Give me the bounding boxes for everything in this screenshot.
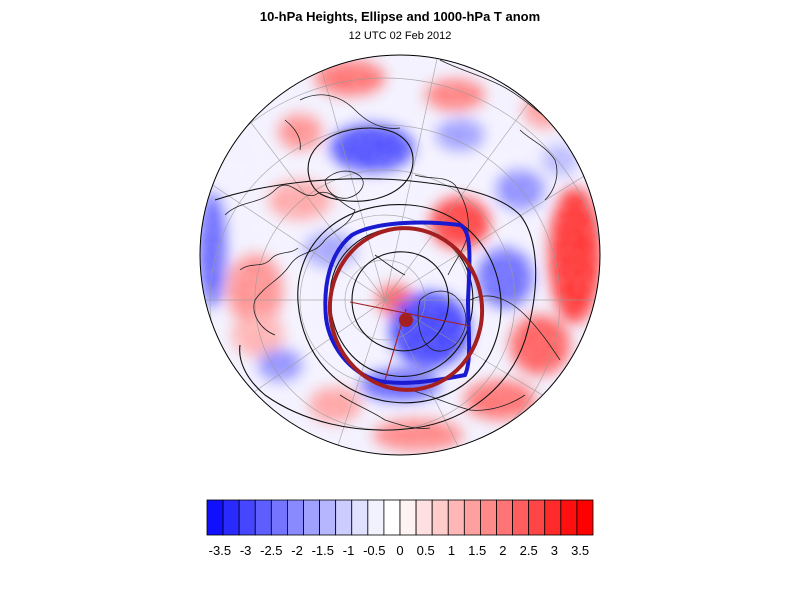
colorbar-swatch — [238, 499, 256, 536]
temperature-anomaly-field — [200, 55, 600, 455]
colorbar-swatch — [415, 499, 433, 536]
colorbar-swatch — [351, 499, 369, 536]
colorbar-tick-label: -1 — [342, 543, 355, 558]
colorbar-tick-label: -3 — [239, 543, 252, 558]
colorbar-swatch — [222, 499, 240, 536]
globe-outline — [199, 54, 601, 456]
colorbar-tick-label: 1 — [447, 543, 456, 558]
map-title: 10-hPa Heights, Ellipse and 1000-hPa T a… — [259, 9, 541, 24]
colorbar-swatch — [303, 499, 320, 536]
colorbar-swatch — [383, 499, 401, 536]
ellipse-center-dot — [399, 313, 413, 327]
colorbar-tick-label: -2.5 — [260, 543, 283, 558]
colorbar-swatch — [544, 499, 562, 536]
colorbar-swatch — [480, 499, 497, 536]
colorbar-swatch — [560, 499, 578, 536]
colorbar-swatch — [254, 499, 272, 536]
vortex-edge-contour — [323, 220, 472, 385]
map-subtitle: 12 UTC 02 Feb 2012 — [348, 30, 452, 42]
colorbar-tick-label: -0.5 — [363, 543, 386, 558]
colorbar-swatch — [319, 499, 337, 536]
colorbar-swatch — [431, 499, 449, 536]
colorbar-tick-label: 0 — [396, 543, 404, 558]
colorbar-tick-label: 2 — [499, 543, 507, 558]
colorbar-swatch — [367, 499, 385, 536]
vortex-ellipse — [327, 226, 485, 392]
colorbar-swatch — [528, 499, 546, 536]
colorbar-tick-label: -3.5 — [208, 543, 232, 558]
colorbar-swatch — [447, 499, 465, 536]
colorbar-swatch — [206, 499, 224, 536]
colorbar-swatch — [287, 499, 304, 536]
colorbar-tick-label: 2.5 — [519, 543, 538, 558]
colorbar-swatch — [270, 499, 288, 536]
colorbar-swatch — [399, 499, 417, 536]
colorbar-swatch — [335, 499, 353, 536]
colorbar-swatch — [496, 499, 513, 536]
colorbar-tick-label: 3 — [550, 543, 558, 558]
ellipse-major-axis — [349, 301, 471, 327]
height-contours — [214, 127, 537, 431]
colorbar-tick-label: -2 — [291, 543, 303, 558]
colorbar-tick-label: 0.5 — [416, 543, 435, 558]
colorbar-tick-label: 1.5 — [468, 543, 487, 558]
colorbar-swatch — [576, 499, 594, 536]
colorbar-tick-label: -1.5 — [311, 543, 334, 558]
colorbar-swatch — [463, 499, 481, 536]
colorbar-swatch — [512, 499, 530, 536]
colorbar-tick-label: 3.5 — [571, 543, 590, 558]
